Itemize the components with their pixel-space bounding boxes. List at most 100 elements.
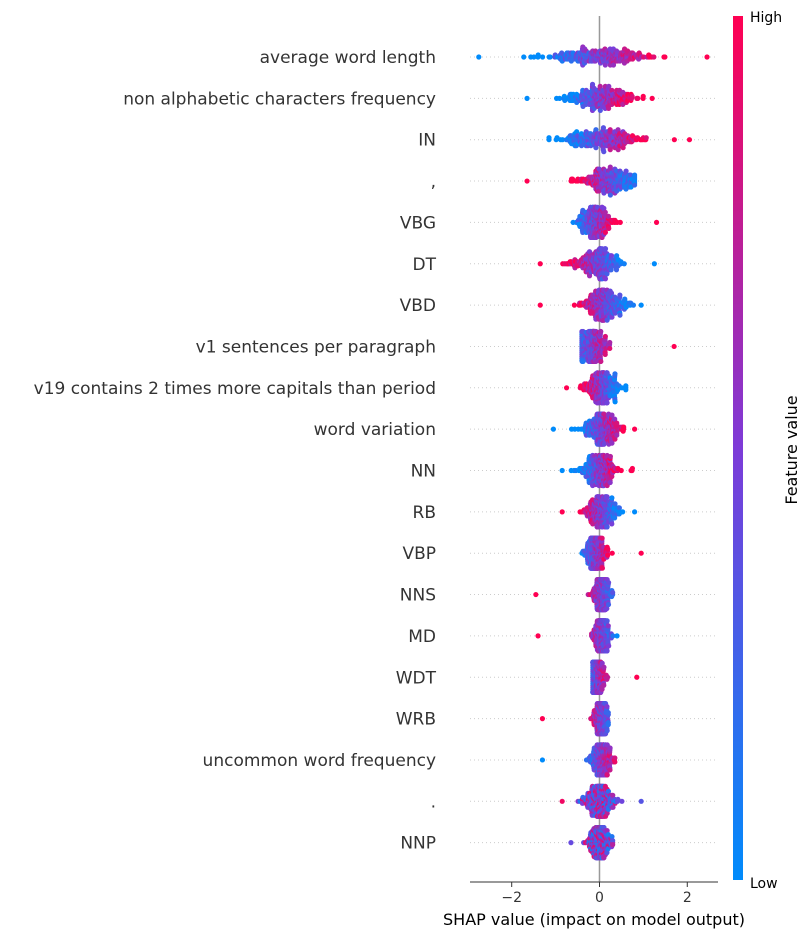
shap-dot xyxy=(607,127,613,133)
shap-dot xyxy=(609,521,615,527)
shap-dot xyxy=(604,271,610,277)
feature-label: . xyxy=(431,792,436,812)
shap-dot xyxy=(602,209,608,215)
shap-dot xyxy=(609,87,615,93)
shap-dot xyxy=(620,145,626,151)
shap-dot xyxy=(662,54,668,60)
shap-dot xyxy=(612,501,618,507)
shap-dot xyxy=(602,62,608,68)
shap-dot xyxy=(539,54,546,60)
shap-dot xyxy=(578,143,585,149)
shap-dot xyxy=(621,424,627,430)
shap-dot xyxy=(632,172,638,178)
shap-dot xyxy=(597,107,603,113)
shap-dot xyxy=(622,296,628,302)
shap-dot xyxy=(597,83,603,89)
feature-label: , xyxy=(431,172,436,192)
shap-dot xyxy=(608,253,615,259)
feature-label: average word length xyxy=(260,48,436,68)
shap-dot xyxy=(608,290,615,296)
shap-dot xyxy=(601,205,607,211)
feature-label: uncommon word frequency xyxy=(203,751,436,771)
shap-dot xyxy=(632,182,638,188)
shap-dot xyxy=(574,129,580,135)
shap-dot xyxy=(686,137,693,143)
shap-dot xyxy=(612,371,618,377)
shap-dot xyxy=(604,704,610,710)
feature-label: NN xyxy=(411,462,436,482)
shap-dot xyxy=(568,840,574,846)
shap-dot xyxy=(629,465,636,472)
shap-dot xyxy=(604,772,610,778)
shap-dot xyxy=(607,147,613,153)
shap-dot xyxy=(606,643,612,649)
shap-dot xyxy=(635,95,641,101)
shap-dot xyxy=(609,314,615,320)
feature-label: WDT xyxy=(396,668,437,688)
shap-dot xyxy=(605,710,611,716)
shap-dot xyxy=(614,253,620,259)
shap-dot xyxy=(607,745,613,751)
shap-dot xyxy=(559,509,565,515)
feature-label: MD xyxy=(408,627,436,647)
shap-dot xyxy=(476,54,482,60)
shap-dot xyxy=(607,164,613,170)
shap-dot xyxy=(605,552,611,558)
shap-dot xyxy=(619,798,625,804)
shap-dot xyxy=(604,494,610,500)
shap-dot xyxy=(561,93,567,99)
shap-dot xyxy=(606,83,612,89)
shap-dot xyxy=(602,351,608,358)
shap-dot xyxy=(632,426,638,432)
shap-dot xyxy=(617,312,623,318)
shap-dot xyxy=(609,495,615,501)
shap-dot xyxy=(599,535,605,541)
shap-dot xyxy=(602,229,609,235)
shap-dot xyxy=(605,546,611,552)
shap-dot xyxy=(593,127,599,133)
shap-dot xyxy=(546,135,552,141)
shap-dot xyxy=(604,400,610,406)
shap-dot xyxy=(559,467,565,474)
shap-dot xyxy=(601,682,607,688)
shap-dot xyxy=(704,54,710,60)
shap-dot xyxy=(602,246,609,252)
shap-dot xyxy=(614,633,620,639)
shap-dot xyxy=(607,345,613,352)
shap-dot xyxy=(618,467,624,474)
shap-dot xyxy=(607,453,614,460)
shap-dot xyxy=(524,178,530,184)
shap-dot xyxy=(601,149,607,155)
shap-dot xyxy=(630,302,637,308)
shap-dot xyxy=(638,550,644,556)
shap-dot xyxy=(614,432,620,438)
shap-dot xyxy=(649,95,655,101)
shap-dot xyxy=(621,261,627,267)
shap-dot xyxy=(628,172,634,178)
shap-dot xyxy=(604,674,611,680)
shap-dot xyxy=(612,399,618,405)
shap-dot xyxy=(571,302,577,308)
shap-dot xyxy=(586,249,593,255)
shap-dot xyxy=(623,387,629,393)
shap-dot xyxy=(605,579,612,586)
shap-dot xyxy=(643,135,649,141)
shap-dot xyxy=(602,333,608,340)
shap-dot xyxy=(610,589,616,596)
shap-dot xyxy=(638,798,644,804)
shap-dot xyxy=(605,601,612,608)
shap-dot xyxy=(617,292,623,298)
shap-dot xyxy=(615,127,621,133)
feature-label: VBP xyxy=(402,544,436,564)
shap-dot xyxy=(632,509,638,515)
shap-dot xyxy=(638,302,644,308)
shap-dot xyxy=(651,261,657,267)
shap-dots xyxy=(476,44,710,861)
shap-dot xyxy=(634,674,640,680)
shap-dot xyxy=(607,339,613,346)
shap-dot xyxy=(612,759,618,765)
shap-dot xyxy=(615,147,621,153)
shap-dot xyxy=(607,479,613,486)
shap-dot xyxy=(605,623,611,629)
